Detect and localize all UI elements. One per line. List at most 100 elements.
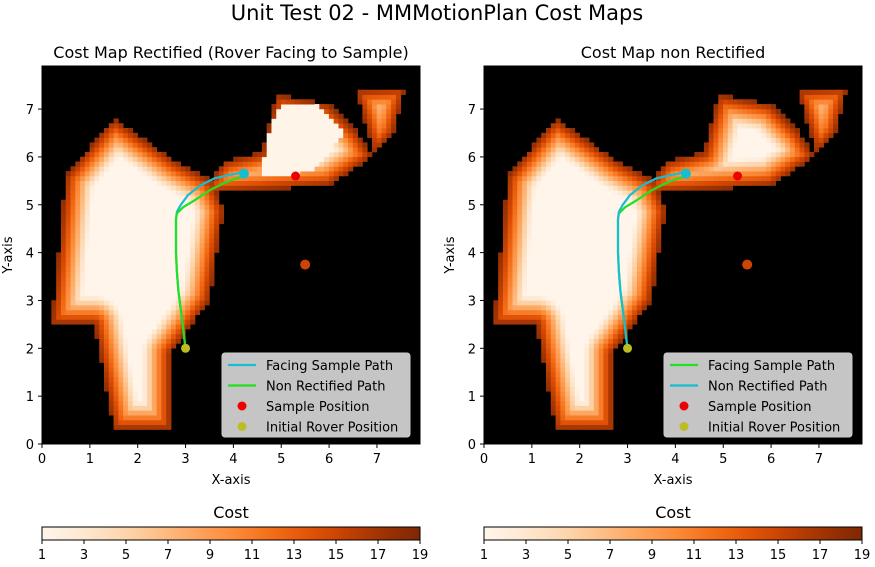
- cost-cell: [732, 132, 738, 138]
- cost-cell: [569, 142, 576, 148]
- cost-cell: [679, 180, 686, 186]
- cost-cell: [727, 137, 734, 143]
- cost-cell: [598, 161, 604, 167]
- cost-cell: [579, 352, 585, 359]
- cost-cell: [804, 94, 810, 100]
- cost-cell: [813, 128, 820, 134]
- cost-cell: [536, 319, 542, 325]
- cost-cell: [569, 128, 576, 134]
- cost-cell: [574, 400, 580, 406]
- cost-cell: [622, 261, 628, 268]
- cost-cell: [646, 175, 652, 182]
- cost-cell: [646, 199, 652, 205]
- cost-cell: [699, 180, 705, 186]
- cost-cell: [593, 223, 600, 229]
- cost-cell: [65, 309, 71, 316]
- cost-cell: [589, 180, 595, 186]
- cost-cell: [689, 171, 695, 177]
- cost-cell: [113, 376, 119, 382]
- cost-cell: [94, 166, 100, 172]
- cost-cell: [137, 247, 143, 253]
- cost-cell: [584, 166, 590, 172]
- cost-cell: [65, 218, 71, 225]
- colorbar-tick-label: 3: [80, 548, 88, 563]
- cost-cell: [376, 99, 382, 105]
- cost-cell: [732, 118, 738, 124]
- cost-cell: [646, 281, 652, 287]
- cost-cell: [357, 99, 363, 105]
- cost-cell: [328, 147, 335, 153]
- cost-cell: [574, 415, 580, 421]
- colorbar-tick-label: 1: [480, 548, 488, 563]
- cost-cell: [574, 233, 580, 239]
- cost-cell: [574, 271, 580, 277]
- cost-cell: [309, 99, 315, 105]
- cost-cell: [118, 391, 124, 397]
- cost-cell: [99, 285, 105, 292]
- cost-cell: [541, 305, 547, 311]
- cost-cell: [579, 233, 585, 239]
- cost-cell: [574, 348, 580, 354]
- cost-cell: [75, 218, 81, 225]
- cost-cell: [118, 180, 124, 186]
- chart-title: Cost Map non Rectified: [581, 43, 766, 62]
- cost-cell: [584, 376, 590, 382]
- cost-cell: [589, 300, 595, 306]
- cost-cell: [190, 209, 196, 215]
- cost-cell: [536, 199, 542, 205]
- cost-cell: [574, 381, 580, 387]
- cost-cell: [603, 333, 609, 339]
- cost-cell: [627, 295, 633, 301]
- cost-cell: [371, 132, 378, 138]
- legend-box: [663, 352, 853, 438]
- cost-cell: [651, 281, 657, 287]
- cost-cell: [507, 266, 513, 272]
- cost-cell: [608, 357, 614, 363]
- cost-cell: [727, 166, 734, 172]
- cost-cell: [161, 357, 167, 363]
- cost-cell: [84, 266, 91, 272]
- cost-cell: [70, 252, 76, 258]
- cost-cell: [223, 175, 229, 182]
- cost-cell: [127, 395, 134, 402]
- cost-cell: [142, 276, 148, 282]
- cost-cell: [137, 257, 143, 263]
- cost-cell: [541, 242, 547, 249]
- cost-cell: [142, 238, 148, 244]
- cost-cell: [357, 94, 363, 100]
- cost-cell: [137, 266, 143, 272]
- cost-cell: [612, 175, 619, 182]
- cost-cell: [574, 257, 580, 263]
- cost-cell: [304, 123, 311, 129]
- cost-cell: [498, 295, 504, 301]
- cost-cell: [247, 166, 253, 172]
- cost-cell: [574, 228, 580, 234]
- cost-cell: [123, 151, 129, 158]
- cost-cell: [367, 128, 373, 134]
- cost-cell: [627, 319, 633, 325]
- cost-cell: [718, 104, 724, 110]
- cost-cell: [751, 118, 757, 124]
- cost-cell: [713, 147, 719, 153]
- cost-cell: [99, 276, 105, 282]
- cost-cell: [603, 185, 609, 191]
- cost-cell: [531, 281, 537, 287]
- cost-cell: [550, 295, 556, 301]
- cost-cell: [555, 376, 561, 382]
- cost-cell: [799, 94, 805, 100]
- cost-cell: [84, 252, 91, 258]
- cost-cell: [579, 338, 585, 344]
- cost-cell: [651, 247, 657, 253]
- cost-cell: [99, 328, 105, 335]
- cost-cell: [718, 99, 724, 105]
- cost-cell: [94, 228, 100, 234]
- cost-cell: [603, 233, 609, 239]
- cost-cell: [579, 180, 585, 186]
- cost-cell: [113, 142, 119, 148]
- cost-cell: [338, 137, 344, 143]
- cost-cell: [560, 247, 566, 253]
- cost-cell: [660, 209, 667, 215]
- cost-cell: [598, 261, 604, 268]
- cost-cell: [65, 180, 71, 186]
- cost-cell: [584, 410, 590, 416]
